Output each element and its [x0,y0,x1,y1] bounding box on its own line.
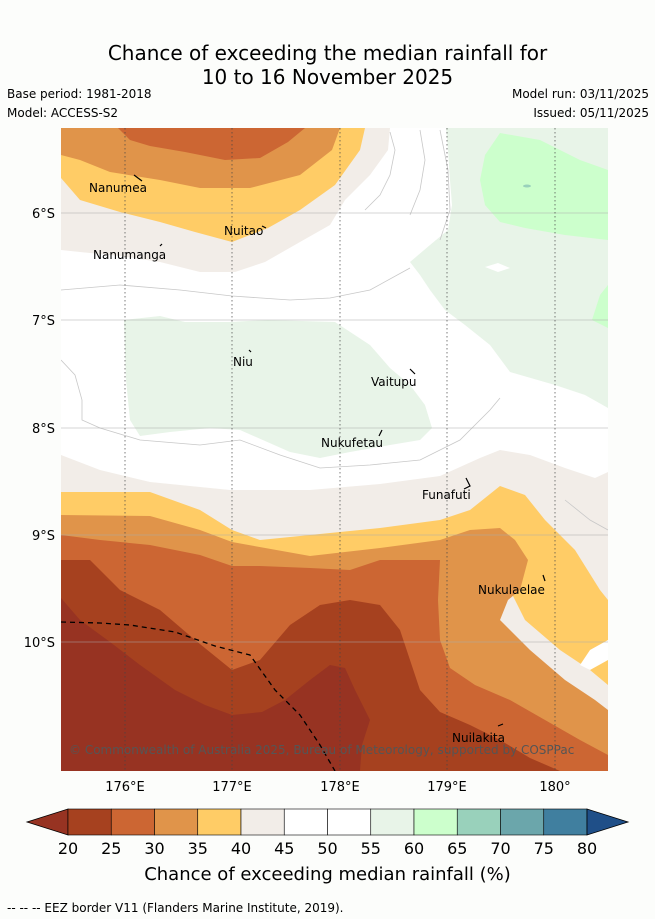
colorbar-under-arrow [25,808,69,836]
colorbar-tick-label: 30 [144,839,165,858]
nukulaelae-island [542,574,546,582]
place-label-nukufetau: Nukufetau [321,436,383,450]
rainfall-map: Nanumea Nuitao Nanumanga Niu Vaitupu Nuk… [24,128,630,836]
band-45-50-patch-se [580,640,608,670]
nanumanga-island [159,243,163,247]
nuitao-island [261,225,267,229]
lat-label-9s: 9°S [32,529,55,544]
niu-island [248,349,252,353]
nuilakita-island [497,723,504,727]
colorbar-over-arrow [586,808,630,836]
band-25-30-north [118,128,305,160]
lat-label-8s: 8°S [32,422,55,437]
colorbar-tick-label: 20 [57,839,79,858]
colorbar-segment [154,808,199,836]
nukufetau-island [378,429,383,437]
lon-label-179e: 179°E [427,780,467,795]
vaitupu-island [409,368,416,375]
colorbar-segment [456,808,501,836]
place-label-nanumanga: Nanumanga [93,248,166,262]
colorbar-segment [327,808,372,836]
map-title-line2: 10 to 16 November 2025 [201,65,454,89]
lon-label-180: 180° [539,780,570,795]
colorbar-tick-label: 65 [447,839,468,858]
colorbar-tick-label: 35 [187,839,208,858]
issued-label: Issued: 05/11/2025 [533,106,649,120]
band-60-65-east [592,285,608,328]
place-label-nanumea: Nanumea [89,181,147,195]
place-label-nuitao: Nuitao [224,224,263,238]
colorbar-tick-label: 50 [317,839,338,858]
small-contour-feature [523,184,531,188]
band-below-20-south [61,598,370,771]
eez-border-footnote: -- -- -- EEZ border V11 (Flanders Marine… [7,901,344,915]
lon-label-177e: 177°E [212,780,252,795]
eez-border-line [61,621,336,771]
colorbar-segment [413,808,458,836]
copyright-text: © Commonwealth of Australia 2025, Bureau… [69,743,574,757]
place-label-nukulaelae: Nukulaelae [478,583,545,597]
colorbar-tick-label: 75 [533,839,554,858]
model-label: Model: ACCESS-S2 [7,106,119,120]
place-label-vaitupu: Vaitupu [371,375,417,389]
colorbar-segment [67,808,112,836]
place-label-funafuti: Funafuti [422,488,471,502]
colorbar-segment [240,808,285,836]
colorbar-segment [370,808,415,836]
colorbar-tick-label: 25 [101,839,122,858]
colorbar [25,808,630,836]
colorbar-tick-label: 80 [576,839,598,858]
lon-label-178e: 178°E [320,780,360,795]
colorbar-segment [543,808,588,836]
colorbar-tick-label: 55 [360,839,381,858]
place-label-nuilakita: Nuilakita [452,731,505,745]
map-title-line1: Chance of exceeding the median rainfall … [107,41,548,65]
colorbar-segment [500,808,545,836]
colorbar-title: Chance of exceeding median rainfall (%) [144,864,511,885]
colorbar-tick-label: 45 [274,839,295,858]
lat-label-7s: 7°S [32,314,55,329]
colorbar-tick-label: 60 [403,839,425,858]
colorbar-tick-label: 40 [230,839,252,858]
nanumea-island [133,174,143,182]
funafuti-island [463,477,471,490]
model-run-label: Model run: 03/11/2025 [511,87,649,101]
place-label-niu: Niu [233,355,253,369]
lon-label-176e: 176°E [105,780,145,795]
band-55-60-central [124,316,432,458]
lat-label-10s: 10°S [24,636,55,651]
colorbar-segment [197,808,242,836]
band-45-50-patch-east [485,263,510,272]
colorbar-segment [110,808,155,836]
colorbar-segment [283,808,328,836]
colorbar-tick-label: 70 [490,839,511,858]
lat-label-6s: 6°S [32,207,55,222]
base-period-label: Base period: 1981-2018 [7,87,152,101]
